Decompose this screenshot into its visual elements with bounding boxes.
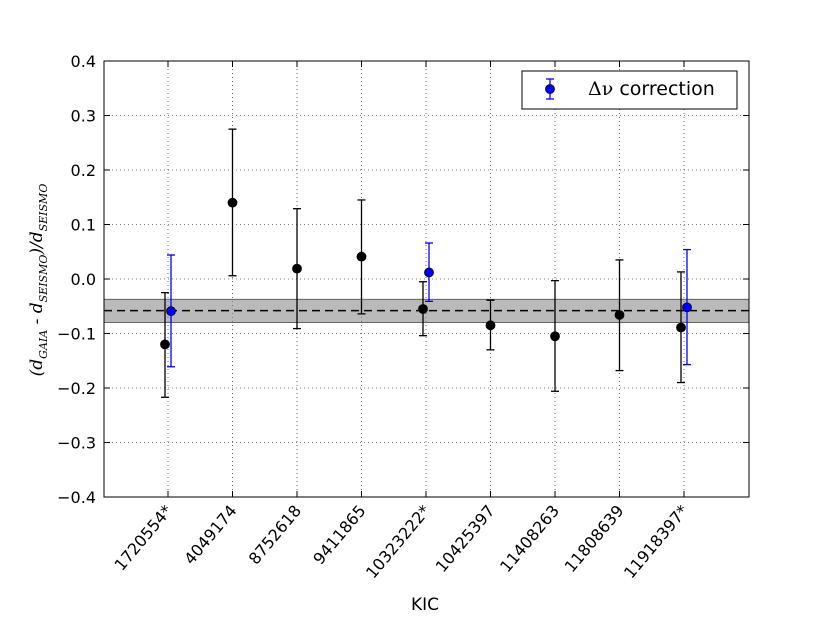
y-label-gaia-subscript: GAIA	[37, 330, 50, 359]
x-tick-label: 11408263	[496, 501, 563, 576]
y-tick-label: 0.0	[71, 270, 96, 289]
x-tick-label: 11808639	[561, 501, 628, 576]
x-tick-label: 9411865	[309, 501, 369, 568]
legend: Δν correction	[521, 70, 738, 110]
y-tick-label: 0.4	[71, 52, 96, 71]
y-axis-label: (dGAIA - dSEISMO)/dSEISMO	[27, 184, 50, 377]
y-label-seismo-subscript: SEISMO	[37, 255, 50, 303]
legend-marker	[545, 84, 555, 94]
legend-text: correction	[613, 78, 715, 100]
x-tick-label: 8752618	[245, 501, 305, 568]
data-points	[160, 197, 692, 350]
corrected-point	[682, 302, 692, 313]
y-axis-ticks: −0.4 −0.3 −0.2 −0.1 0.0 0.1 0.2 0.3 0.4	[57, 52, 749, 507]
measurement-point	[356, 251, 367, 262]
y-tick-label: −0.3	[57, 434, 96, 453]
legend-label: Δν correction	[588, 78, 715, 100]
measurement-point	[292, 263, 302, 274]
y-label-prefix: (d	[27, 359, 47, 377]
corrected-point	[424, 267, 434, 278]
measurement-point	[418, 304, 428, 314]
legend-box	[521, 70, 738, 110]
legend-symbol: Δν	[588, 78, 613, 100]
y-label-seismo-subscript-2: SEISMO	[37, 184, 50, 232]
y-label-mid: - d	[27, 302, 47, 330]
x-tick-label: 11918397*	[620, 501, 692, 582]
y-tick-label: −0.1	[57, 325, 96, 344]
measurement-point	[614, 310, 625, 320]
measurement-point	[550, 331, 560, 342]
measurement-point	[227, 197, 238, 208]
y-tick-label: −0.2	[57, 379, 96, 398]
measurement-point	[676, 322, 686, 333]
y-tick-label: −0.4	[57, 488, 96, 507]
y-tick-label: 0.2	[71, 161, 96, 180]
grid-lines	[104, 60, 749, 498]
measurement-point	[160, 339, 170, 350]
y-label-divide: )/d	[27, 231, 47, 255]
x-axis-label: KIC	[411, 595, 439, 615]
measurement-point	[485, 320, 496, 331]
x-tick-label: 4049174	[180, 501, 240, 568]
x-tick-label: 1720554*	[111, 501, 177, 574]
y-tick-label: 0.1	[71, 216, 96, 235]
corrected-point	[166, 306, 176, 317]
x-tick-label: 10425397	[432, 501, 499, 576]
y-tick-label: 0.3	[71, 107, 96, 126]
x-tick-label: 10323222*	[362, 501, 434, 582]
